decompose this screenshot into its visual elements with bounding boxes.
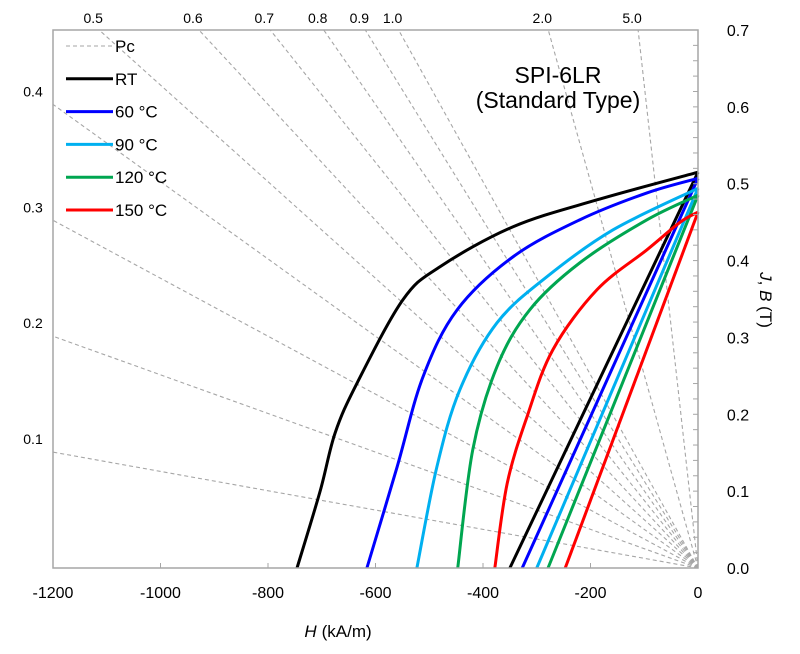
x-tick-label: 0	[694, 585, 703, 602]
pc-line	[323, 29, 699, 569]
pc-line	[52, 219, 699, 569]
y-tick-label: 0.5	[727, 177, 749, 194]
x-tick-label: -600	[359, 585, 391, 602]
x-axis-label-unit: (kA/m)	[322, 622, 372, 641]
y-tick-label: 0.1	[727, 484, 749, 501]
j-curve	[365, 176, 699, 569]
legend-label: 150 °C	[115, 201, 167, 220]
pc-label: 5.0	[622, 10, 642, 26]
x-axis-label: H (kA/m)	[304, 622, 371, 641]
pc-label: 0.1	[23, 431, 43, 447]
y-axis-label-unit: (T)	[756, 301, 775, 327]
y-tick-label: 0.3	[727, 330, 749, 347]
pc-line	[547, 29, 699, 569]
legend-label: 60 °C	[115, 103, 158, 122]
pc-line	[52, 335, 699, 569]
legend: Pc RT 60 °C 90 °C 120 °C 150 °C	[66, 37, 167, 220]
x-tick-label: -200	[574, 585, 606, 602]
chart-subtitle: (Standard Type)	[476, 87, 641, 113]
pc-line	[198, 29, 699, 569]
y-axis-label-var-b: B	[756, 290, 775, 301]
pc-lines: 0.1 0.2 0.3 0.4 0.5 0.6 0.7 0.8 0.9 1.0 2.0 5.0	[23, 10, 699, 569]
y-axis-label: J, B (T)	[756, 271, 775, 328]
x-tick-label: -800	[252, 585, 284, 602]
pc-line	[52, 103, 699, 569]
legend-label: 120 °C	[115, 168, 167, 187]
y-tick-label: 0.6	[727, 100, 749, 117]
chart-title: SPI-6LR	[515, 62, 602, 88]
pc-label: 0.3	[23, 199, 43, 215]
y-tick-label: 0.2	[727, 407, 749, 424]
j-curve	[456, 193, 699, 569]
pc-line	[398, 29, 699, 569]
pc-label: 2.0	[533, 10, 553, 26]
b-curve	[563, 211, 700, 569]
y-tick-label: 0.4	[727, 254, 749, 271]
pc-line	[269, 29, 699, 569]
legend-label: RT	[115, 70, 137, 89]
legend-label: 90 °C	[115, 135, 158, 154]
axes: -1200 -1000 -800 -600 -400 -200 0 0.0 0.1 0.2 0.3 0…	[33, 23, 750, 602]
y-tick-label: 0.7	[727, 23, 749, 40]
x-tick-label: -1000	[140, 585, 181, 602]
pc-line	[52, 451, 699, 569]
pc-label: 0.4	[23, 83, 43, 99]
pc-label: 0.5	[83, 10, 103, 26]
pc-label: 0.9	[350, 10, 370, 26]
b-curve	[546, 194, 700, 569]
curves	[295, 170, 700, 569]
j-curve	[295, 170, 699, 569]
pc-label: 0.8	[308, 10, 328, 26]
b-curve	[508, 171, 700, 569]
y-axis-label-sep: ,	[756, 281, 775, 290]
j-curve	[493, 210, 699, 569]
pc-label: 0.2	[23, 315, 43, 331]
pc-label: 1.0	[383, 10, 403, 26]
j-curve	[415, 186, 699, 569]
x-axis-label-var: H	[304, 622, 317, 641]
pc-label: 0.6	[183, 10, 203, 26]
y-tick-label: 0.0	[727, 561, 749, 578]
x-tick-label: -1200	[33, 585, 74, 602]
pc-label: 0.7	[255, 10, 275, 26]
pc-line	[364, 29, 699, 569]
pc-line	[637, 29, 699, 569]
b-curve	[520, 177, 700, 569]
y-axis-label-var-j: J	[756, 271, 775, 281]
legend-label: Pc	[115, 37, 135, 56]
b-curve	[535, 187, 700, 569]
x-tick-label: -400	[467, 585, 499, 602]
